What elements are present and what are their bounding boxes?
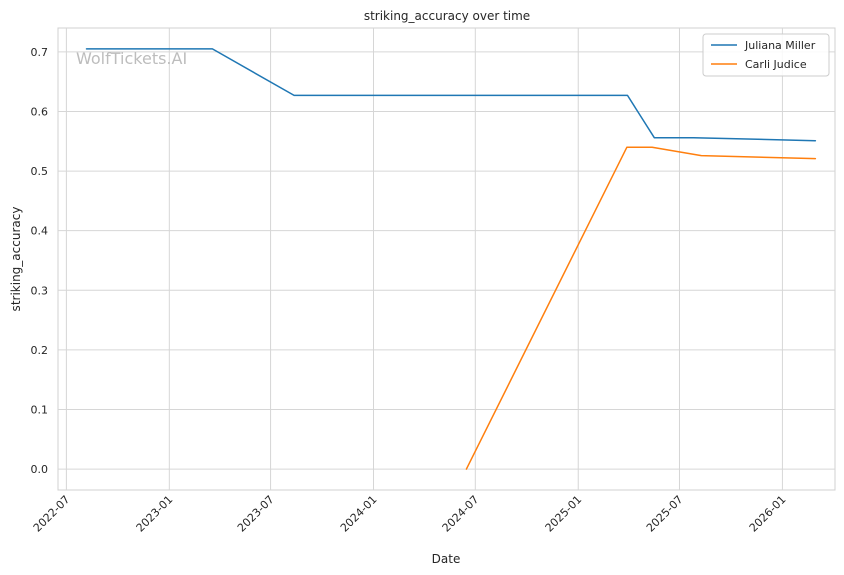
data-point-carli-judice — [813, 156, 818, 161]
series-line-carli-judice — [465, 146, 817, 470]
y-tick-label: 0.3 — [31, 284, 49, 297]
data-point-juliana-miller — [625, 93, 630, 98]
x-tick-label: 2022-07 — [31, 493, 73, 535]
data-point-carli-judice — [464, 467, 469, 472]
x-tick-label: 2024-01 — [338, 493, 380, 535]
watermark-text: WolfTickets.AI — [76, 49, 187, 68]
x-tick-label: 2026-01 — [747, 493, 789, 535]
plot-area: 2022-07 2023-01 2023-07 2024-01 2024-07 2025-… — [31, 27, 836, 535]
data-point-juliana-miller — [292, 93, 297, 98]
plot-frame — [57, 27, 836, 491]
y-tick-label: 0.6 — [31, 105, 49, 118]
data-point-juliana-miller — [84, 46, 89, 51]
y-tick-label: 0.7 — [31, 46, 49, 59]
x-tick-label: 2025-07 — [644, 493, 686, 535]
x-tick-label: 2024-07 — [440, 493, 482, 535]
y-tick-label: 0.5 — [31, 165, 49, 178]
data-point-carli-judice — [699, 153, 704, 158]
legend-label-carli-judice: Carli Judice — [745, 58, 807, 71]
x-tick-label: 2023-07 — [235, 493, 277, 535]
legend-label-juliana-miller: Juliana Miller — [744, 39, 816, 52]
y-axis-ticks: 0.0 0.1 0.2 0.3 0.4 0.5 0.6 0.7 — [31, 46, 49, 476]
data-point-carli-judice — [650, 145, 655, 150]
data-point-juliana-miller — [652, 135, 657, 140]
x-axis-label: Date — [432, 552, 461, 566]
y-tick-label: 0.1 — [31, 404, 49, 417]
data-point-juliana-miller — [691, 135, 696, 140]
chart-title: striking_accuracy over time — [364, 9, 530, 23]
x-axis-ticks: 2022-07 2023-01 2023-07 2024-01 2024-07 2025-… — [31, 493, 789, 535]
series-lines — [84, 46, 818, 472]
data-point-juliana-miller — [210, 46, 215, 51]
y-axis-label: striking_accuracy — [9, 207, 23, 312]
series-line-juliana-miller — [85, 48, 817, 142]
legend: Juliana Miller Carli Judice — [702, 33, 830, 77]
data-point-carli-judice — [624, 145, 629, 150]
x-tick-label: 2025-01 — [543, 493, 585, 535]
grid-lines — [58, 28, 835, 490]
data-point-juliana-miller — [813, 138, 818, 143]
x-tick-label: 2023-01 — [134, 493, 176, 535]
y-tick-label: 0.0 — [31, 463, 49, 476]
y-tick-label: 0.2 — [31, 344, 49, 357]
y-tick-label: 0.4 — [31, 225, 49, 238]
